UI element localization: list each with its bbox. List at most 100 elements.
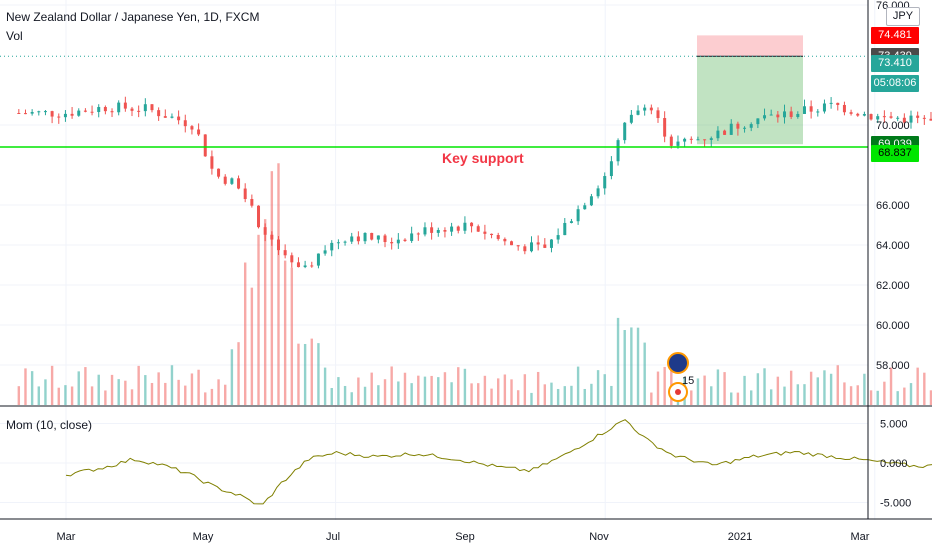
volume-bar xyxy=(643,342,646,405)
candle-body xyxy=(443,230,447,232)
candle-body xyxy=(743,127,747,129)
volume-bar xyxy=(710,386,713,405)
candle-body xyxy=(896,117,900,119)
volume-bar xyxy=(696,378,700,405)
volume-bar xyxy=(230,349,234,405)
time-tick-label: Mar xyxy=(851,531,870,543)
candle-body xyxy=(37,111,41,113)
candle-body xyxy=(243,188,247,200)
volume-bar xyxy=(224,384,227,405)
candle-body xyxy=(796,113,800,117)
candle-body xyxy=(217,168,221,177)
candle-body xyxy=(197,129,201,135)
candle-body xyxy=(436,230,440,233)
volume-bar xyxy=(417,375,420,405)
candle-body xyxy=(696,139,700,141)
volume-bar xyxy=(383,379,387,405)
volume-bar xyxy=(736,392,740,405)
candle-body xyxy=(862,114,866,116)
candle-body xyxy=(170,116,174,118)
candle-body xyxy=(916,115,920,118)
candle-body xyxy=(410,233,414,241)
candle-body xyxy=(103,107,107,112)
candle-body xyxy=(23,113,27,115)
volume-bar xyxy=(763,368,766,405)
volume-bar xyxy=(829,373,833,405)
volume-bar xyxy=(124,380,127,405)
candle-body xyxy=(716,130,720,139)
volume-label: Vol xyxy=(6,29,23,43)
candle-body xyxy=(849,112,853,114)
candle-body xyxy=(203,134,207,157)
candle-body xyxy=(563,222,567,236)
candle-body xyxy=(802,106,806,114)
candle-body xyxy=(396,239,400,244)
volume-bar xyxy=(743,375,746,405)
price-tag: 74.481 xyxy=(871,27,919,45)
price-tick-label: 60.000 xyxy=(876,320,910,332)
volume-bar xyxy=(576,366,580,405)
momentum-label[interactable]: Mom (10, close) xyxy=(6,418,93,432)
volume-bar xyxy=(563,386,566,405)
volume-bar xyxy=(277,163,280,405)
symbol-title[interactable]: New Zealand Dollar / Japanese Yen, 1D, F… xyxy=(6,10,260,24)
candle-body xyxy=(363,232,367,242)
volume-bar xyxy=(497,378,500,405)
volume-bar xyxy=(883,381,886,405)
candle-body xyxy=(83,110,87,112)
candle-body xyxy=(77,110,81,116)
volume-bar xyxy=(377,385,380,405)
volume-bar xyxy=(909,383,913,405)
candle-body xyxy=(383,235,387,243)
volume-bar xyxy=(490,388,493,405)
volume-bar xyxy=(64,385,67,405)
candle-body xyxy=(736,123,740,129)
candle-body xyxy=(829,102,833,104)
volume-bar xyxy=(450,382,453,405)
volume-bar xyxy=(57,387,60,405)
nz-flag-icon[interactable] xyxy=(667,352,689,374)
candle-body xyxy=(316,253,320,266)
volume-bar xyxy=(443,372,447,405)
time-tick-label: May xyxy=(193,531,214,543)
volume-bar xyxy=(916,367,919,405)
volume-bar xyxy=(583,388,586,405)
candle-body xyxy=(749,124,753,128)
candle-body xyxy=(643,107,647,111)
volume-bar xyxy=(423,376,427,405)
candle-body xyxy=(869,114,873,120)
volume-bar xyxy=(723,372,726,405)
candle-body xyxy=(250,199,254,206)
volume-bar xyxy=(70,386,74,405)
candle-body xyxy=(496,235,500,239)
volume-bar xyxy=(403,372,407,405)
volume-bar xyxy=(550,382,553,405)
currency-button[interactable]: JPY xyxy=(886,7,920,26)
candle-body xyxy=(836,102,840,105)
volume-bar xyxy=(150,382,154,405)
volume-bar xyxy=(796,384,800,405)
volume-bar xyxy=(730,392,733,405)
candle-body xyxy=(57,116,61,118)
volume-bar xyxy=(590,383,593,405)
volume-bar xyxy=(556,388,560,405)
volume-bar xyxy=(776,376,780,405)
stop-loss-zone xyxy=(697,35,803,57)
volume-bar xyxy=(44,379,47,405)
volume-bar xyxy=(330,388,333,405)
event-badges[interactable]: 15 xyxy=(667,352,694,402)
volume-bar xyxy=(503,374,507,405)
price-tick-label: 70.000 xyxy=(876,120,910,132)
candle-body xyxy=(543,244,547,248)
candle-body xyxy=(63,113,67,118)
momentum-tick-label: 0.000 xyxy=(880,458,908,470)
volume-bar xyxy=(656,371,660,405)
volume-bar xyxy=(650,392,653,405)
time-tick-label: Jul xyxy=(326,531,340,543)
volume-bar xyxy=(297,343,300,405)
candle-body xyxy=(370,232,374,240)
volume-bar xyxy=(803,384,806,405)
volume-bar xyxy=(237,342,240,405)
momentum-line xyxy=(65,419,932,505)
